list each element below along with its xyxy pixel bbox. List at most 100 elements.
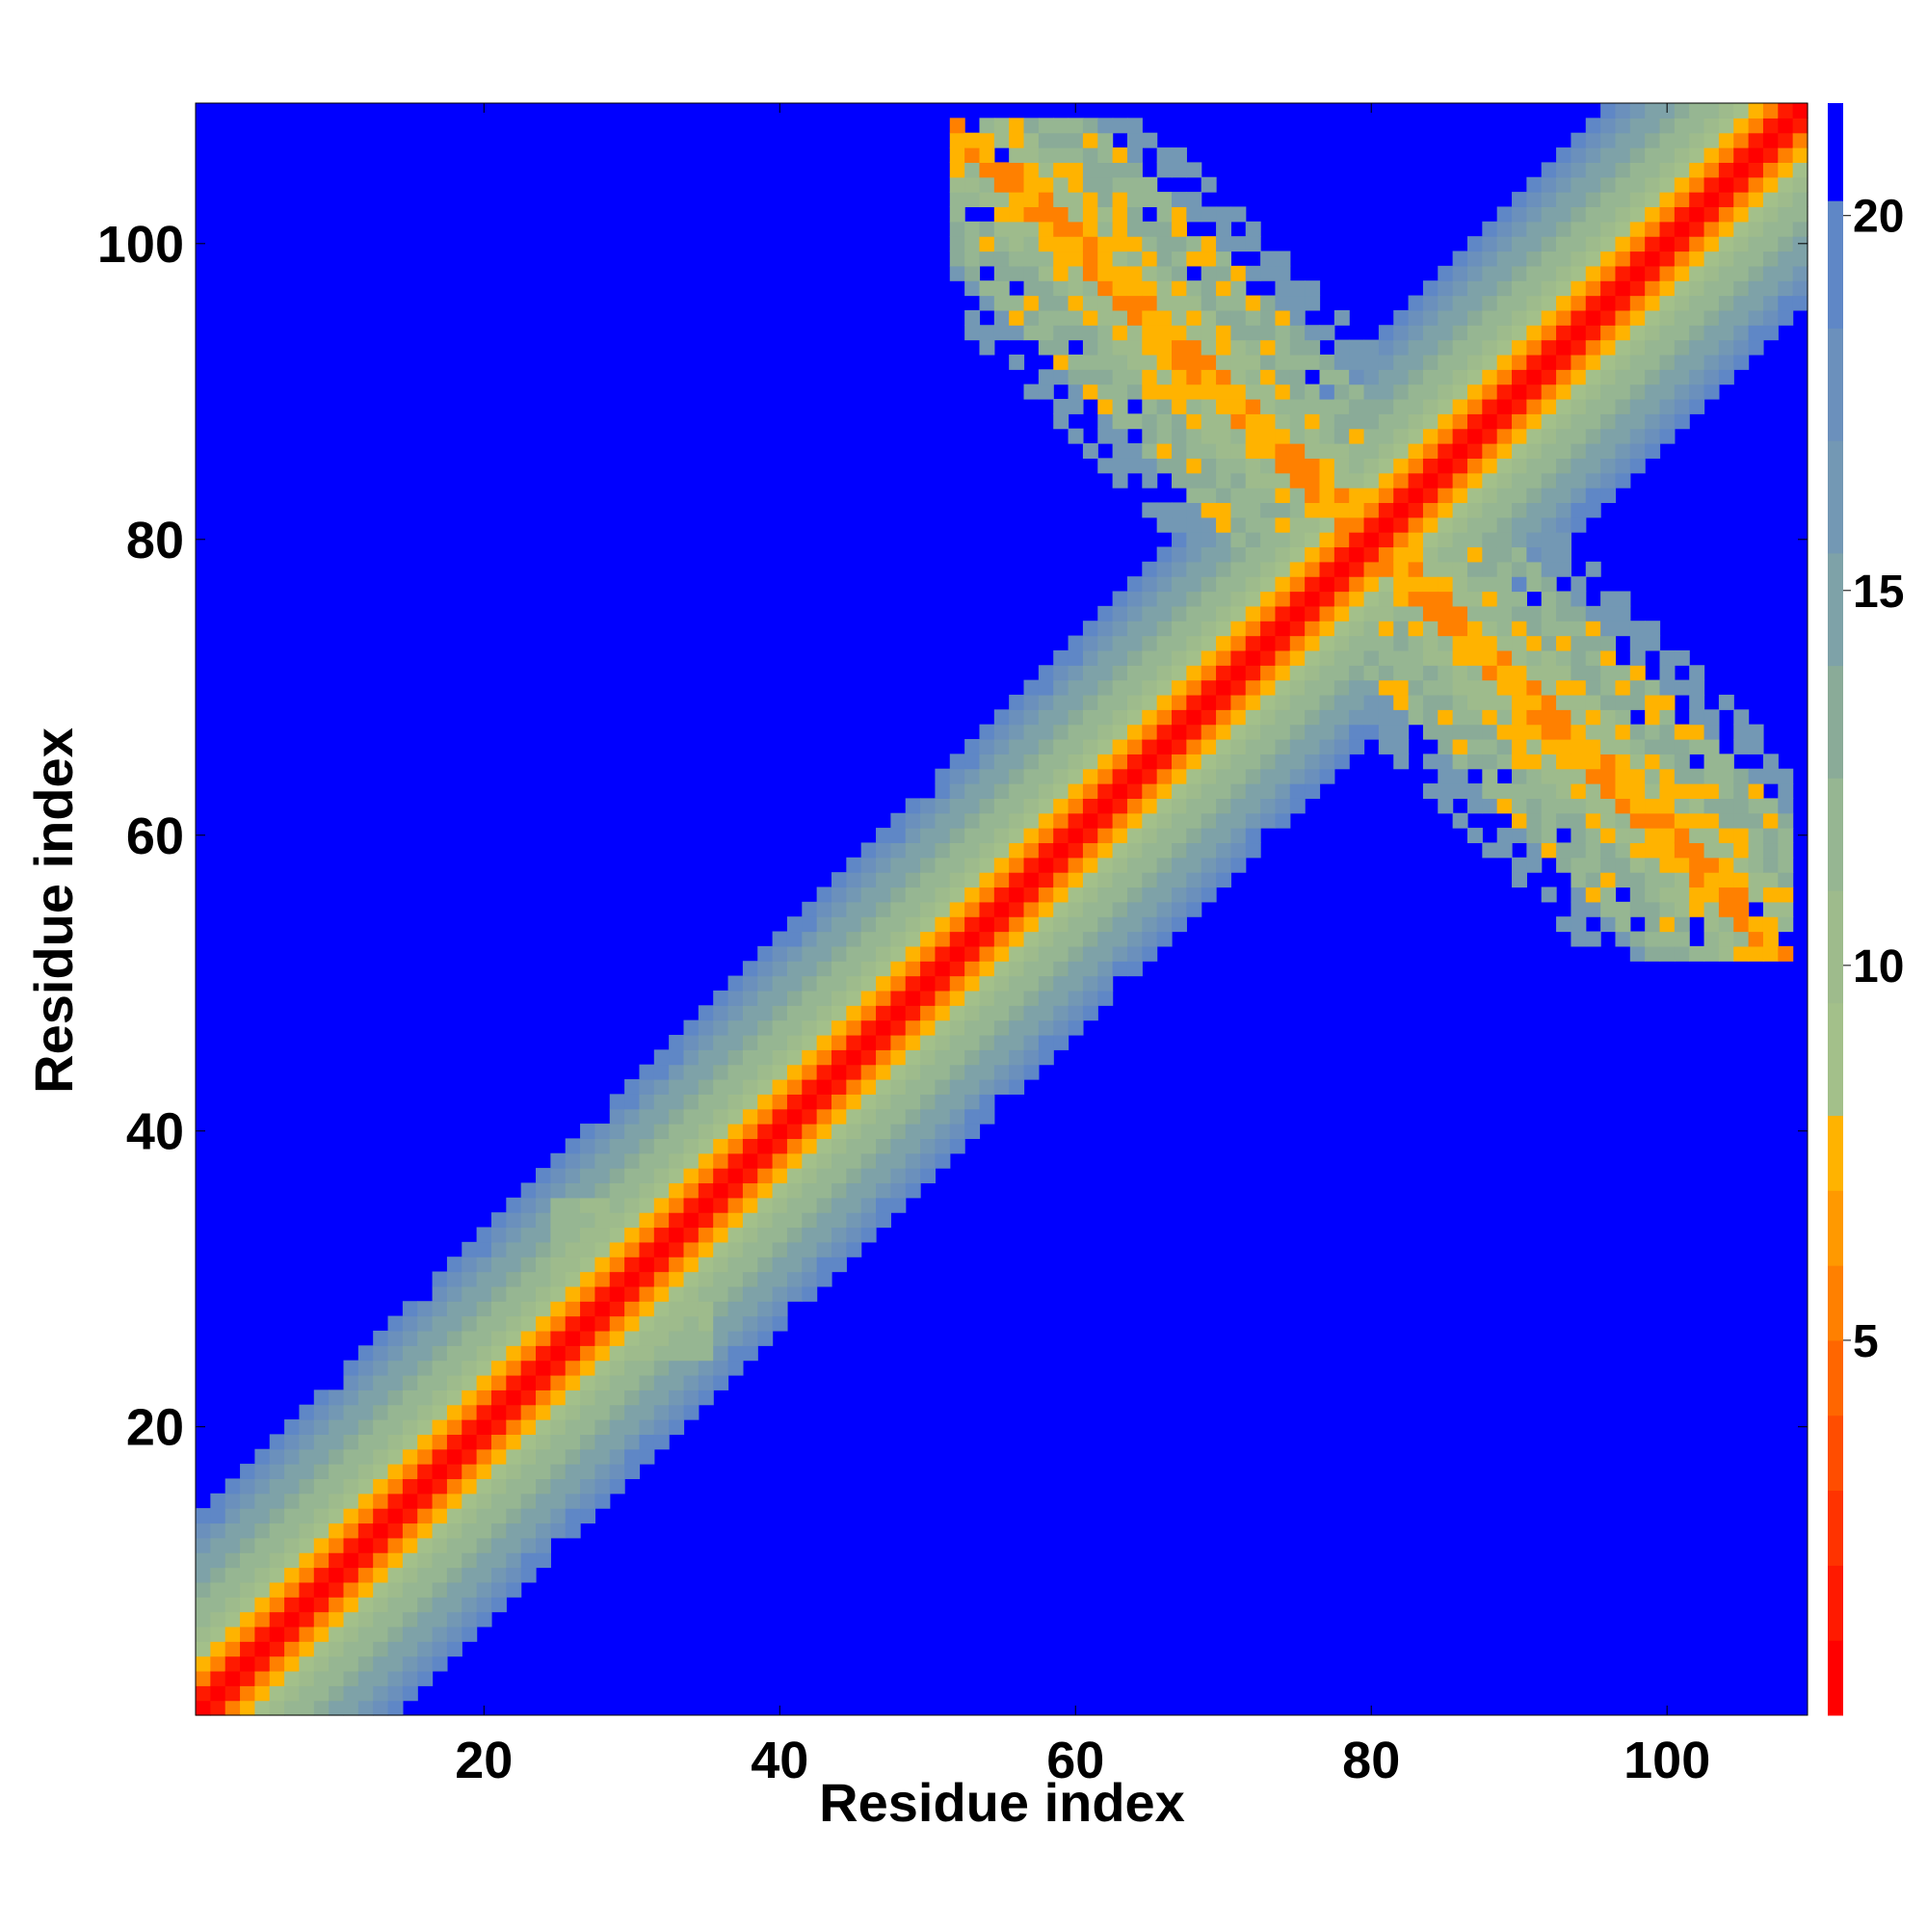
- heatmap-cell: [1422, 280, 1439, 297]
- heatmap-cell: [224, 1597, 241, 1613]
- heatmap-cell: [935, 798, 951, 814]
- heatmap-cell: [1496, 280, 1513, 297]
- heatmap-cell: [1038, 339, 1054, 356]
- heatmap-cell: [1378, 325, 1394, 341]
- heatmap-cell: [402, 1389, 418, 1406]
- heatmap-cell: [1600, 265, 1617, 281]
- heatmap-cell: [1762, 768, 1779, 784]
- heatmap-cell: [536, 1197, 551, 1213]
- heatmap-cell: [609, 1345, 625, 1362]
- heatmap-cell: [1585, 709, 1601, 726]
- heatmap-cell: [786, 1257, 803, 1273]
- heatmap-cell: [1172, 754, 1187, 770]
- heatmap-cell: [772, 1197, 788, 1213]
- heatmap-cell: [1585, 339, 1601, 356]
- heatmap-cell: [240, 1611, 255, 1628]
- heatmap-cell: [1629, 887, 1646, 903]
- heatmap-cell: [772, 1315, 788, 1332]
- heatmap-cell: [935, 872, 951, 888]
- heatmap-cell: [506, 1419, 522, 1435]
- heatmap-cell: [831, 887, 847, 903]
- heatmap-cell: [594, 1434, 611, 1450]
- heatmap-cell: [1009, 251, 1025, 267]
- heatmap-cell: [1466, 339, 1483, 356]
- heatmap-cell: [890, 842, 907, 859]
- heatmap-cell: [993, 118, 1010, 134]
- heatmap-cell: [1541, 206, 1557, 223]
- heatmap-cell: [979, 768, 995, 784]
- heatmap-cell: [1778, 192, 1794, 208]
- heatmap-cell: [831, 1005, 847, 1021]
- heatmap-cell: [1201, 768, 1217, 784]
- heatmap-cell: [1778, 916, 1794, 933]
- heatmap-cell: [1571, 472, 1587, 489]
- heatmap-cell: [1748, 857, 1764, 873]
- heatmap-cell: [1172, 295, 1187, 311]
- heatmap-cell: [1053, 738, 1069, 754]
- heatmap-cell: [284, 1552, 301, 1569]
- heatmap-cell: [1482, 309, 1498, 326]
- heatmap-cell: [757, 1019, 774, 1036]
- heatmap-cell: [1289, 709, 1306, 726]
- heatmap-cell: [860, 887, 877, 903]
- heatmap-cell: [1629, 428, 1646, 444]
- heatmap-cell: [224, 1655, 241, 1672]
- heatmap-cell: [786, 1152, 803, 1169]
- heatmap-cell: [490, 1345, 507, 1362]
- heatmap-cell: [683, 1301, 700, 1317]
- heatmap-cell: [1172, 842, 1187, 859]
- heatmap-cell: [1512, 339, 1527, 356]
- heatmap-cell: [1378, 413, 1394, 430]
- heatmap-cell: [1645, 738, 1661, 754]
- colorbar-segment: [1828, 1265, 1843, 1341]
- heatmap-cell: [550, 1345, 567, 1362]
- colorbar-segment: [1828, 1490, 1843, 1566]
- heatmap-cell: [639, 1197, 655, 1213]
- heatmap-cell: [1186, 798, 1202, 814]
- heatmap-cell: [1466, 709, 1483, 726]
- heatmap-cell: [313, 1581, 330, 1598]
- heatmap-cell: [1689, 901, 1705, 917]
- heatmap-cell: [1512, 635, 1527, 651]
- heatmap-cell: [639, 1064, 655, 1080]
- heatmap-cell: [1778, 783, 1794, 799]
- heatmap-cell: [1629, 458, 1646, 474]
- heatmap-cell: [713, 1064, 729, 1080]
- heatmap-cell: [565, 1182, 581, 1199]
- heatmap-cell: [742, 1227, 758, 1243]
- heatmap-cell: [1541, 724, 1557, 740]
- heatmap-cell: [1718, 901, 1734, 917]
- heatmap-cell: [490, 1522, 507, 1539]
- heatmap-cell: [1541, 576, 1557, 593]
- heatmap-cell: [387, 1448, 404, 1465]
- heatmap-cell: [964, 1124, 981, 1140]
- heatmap-cell: [1452, 251, 1468, 267]
- heatmap-cell: [1659, 679, 1676, 696]
- heatmap-cell: [1556, 236, 1572, 252]
- heatmap-cell: [373, 1581, 389, 1598]
- heatmap-cell: [1142, 384, 1158, 400]
- heatmap-cell: [417, 1301, 434, 1317]
- heatmap-cell: [727, 1019, 744, 1036]
- heatmap-cell: [876, 961, 891, 977]
- heatmap-cell: [1422, 398, 1439, 414]
- heatmap-cell: [1378, 502, 1394, 518]
- heatmap-cell: [269, 1478, 285, 1495]
- heatmap-cell: [757, 1315, 774, 1332]
- heatmap-cell: [1496, 458, 1513, 474]
- heatmap-cell: [1659, 398, 1676, 414]
- heatmap-cell: [1762, 192, 1779, 208]
- heatmap-cell: [1068, 176, 1084, 193]
- heatmap-cell: [1156, 798, 1173, 814]
- heatmap-cell: [772, 1005, 788, 1021]
- heatmap-cell: [565, 1301, 581, 1317]
- heatmap-cell: [254, 1611, 271, 1628]
- heatmap-cell: [1422, 354, 1439, 370]
- heatmap-cell: [1526, 265, 1543, 281]
- heatmap-cell: [1156, 516, 1173, 533]
- heatmap-cell: [343, 1670, 359, 1686]
- heatmap-cell: [1689, 325, 1705, 341]
- heatmap-cell: [284, 1611, 301, 1628]
- heatmap-cell: [683, 1182, 700, 1199]
- heatmap-cell: [536, 1315, 551, 1332]
